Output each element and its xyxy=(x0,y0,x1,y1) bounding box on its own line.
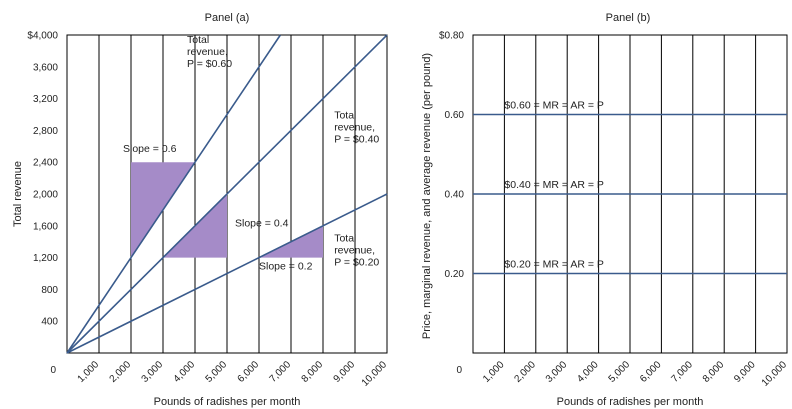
y-tick-label-6: 2,800 xyxy=(33,126,58,137)
x-tick-label-3: 4,000 xyxy=(575,359,601,385)
panel-a-y-ticks: 400 800 1,200 1,600 2,000 2,400 2,800 3,200 3,60… xyxy=(27,31,58,328)
y-tick-label-2: 0.60 xyxy=(445,110,465,121)
panel-b-title: Panel (b) xyxy=(606,12,651,24)
panel-a-y-axis-label: Total revenue xyxy=(12,161,24,227)
y-tick-label-8: 3,600 xyxy=(33,62,58,73)
y-tick-label-9: $4,000 xyxy=(27,31,58,42)
y-tick-label-3: $0.80 xyxy=(439,31,464,42)
x-tick-label-8: 9,000 xyxy=(332,359,358,385)
x-tick-label-6: 7,000 xyxy=(268,359,294,385)
annotation-3: Slope = 0.6 xyxy=(123,143,177,155)
panel-a-x-axis-label: Pounds of radishes per month xyxy=(154,396,301,408)
panel-a-x-ticks: 1,000 2,000 3,000 4,000 5,000 6,000 7,000 8,000… xyxy=(76,359,390,389)
panel-a-title: Panel (a) xyxy=(205,12,250,24)
panel-b-y-ticks: 0.20 0.40 0.60 $0.80 xyxy=(439,31,464,281)
panel-a-revenue-lines xyxy=(66,34,388,354)
x-tick-label-4: 5,000 xyxy=(204,359,230,385)
y-tick-label-1: 0.40 xyxy=(445,190,465,201)
panel-b-x-axis-label: Pounds of radishes per month xyxy=(557,396,704,408)
x-tick-label-6: 7,000 xyxy=(669,359,695,385)
price-line-label-0: $0.60 = MR = AR = P xyxy=(504,100,604,112)
x-tick-label-0: 1,000 xyxy=(76,359,102,385)
x-tick-label-1: 2,000 xyxy=(512,359,538,385)
y-tick-label-1: 800 xyxy=(41,285,58,296)
total-revenue-line-1 xyxy=(66,34,388,354)
y-tick-label-2: 1,200 xyxy=(33,253,58,264)
x-tick-label-8: 9,000 xyxy=(732,359,758,385)
x-tick-label-9: 10,000 xyxy=(760,359,790,389)
x-tick-label-7: 8,000 xyxy=(701,359,727,385)
annotation-2: Total revenue, P = $0.20 xyxy=(334,233,379,269)
panel-b-x-ticks: 1,000 2,000 3,000 4,000 5,000 6,000 7,000 8,000… xyxy=(481,359,789,389)
y-tick-label-7: 3,200 xyxy=(33,94,58,105)
panel-b-price-lines xyxy=(473,113,787,275)
annotation-1: Total revenue, P = $0.40 xyxy=(334,109,379,145)
x-tick-label-5: 6,000 xyxy=(638,359,664,385)
annotation-0: Total revenue, P = $0.60 xyxy=(187,34,232,70)
y-tick-label-4: 2,000 xyxy=(33,190,58,201)
panel-b-origin-label: 0 xyxy=(456,365,462,376)
price-line-label-1: $0.40 = MR = AR = P xyxy=(504,179,604,191)
y-tick-label-0: 400 xyxy=(41,317,58,328)
x-tick-label-5: 6,000 xyxy=(236,359,262,385)
annotation-5: Slope = 0.2 xyxy=(259,261,313,273)
x-tick-label-2: 3,000 xyxy=(544,359,570,385)
panel-a-gridlines xyxy=(98,35,356,353)
panel-a-annotations: Total revenue, P = $0.60 Total revenue, P = $… xyxy=(123,34,379,273)
panel-b: Panel (b) 0.20 0.40 0.60 $0.80 1,000 2,000 3,… xyxy=(421,12,789,408)
total-revenue-line-2 xyxy=(66,193,388,354)
x-tick-label-3: 4,000 xyxy=(172,359,198,385)
x-tick-label-4: 5,000 xyxy=(607,359,633,385)
x-tick-label-1: 2,000 xyxy=(108,359,134,385)
total-revenue-line-0 xyxy=(66,34,282,354)
y-tick-label-0: 0.20 xyxy=(445,269,465,280)
x-tick-label-2: 3,000 xyxy=(140,359,166,385)
y-tick-label-3: 1,600 xyxy=(33,221,58,232)
panel-b-y-axis-label: Price, marginal revenue, and average rev… xyxy=(421,53,433,339)
panel-b-line-labels: $0.60 = MR = AR = P $0.40 = MR = AR = P $0… xyxy=(504,100,604,271)
x-tick-label-7: 8,000 xyxy=(300,359,326,385)
price-line-label-2: $0.20 = MR = AR = P xyxy=(504,259,604,271)
x-tick-label-0: 1,000 xyxy=(481,359,507,385)
panel-a: Panel (a) 400 800 1,200 1,600 2,000 2,400 2,80… xyxy=(12,12,389,408)
panel-a-origin-label: 0 xyxy=(50,365,56,376)
x-tick-label-9: 10,000 xyxy=(360,359,390,389)
y-tick-label-5: 2,400 xyxy=(33,158,58,169)
annotation-4: Slope = 0.4 xyxy=(235,218,289,230)
